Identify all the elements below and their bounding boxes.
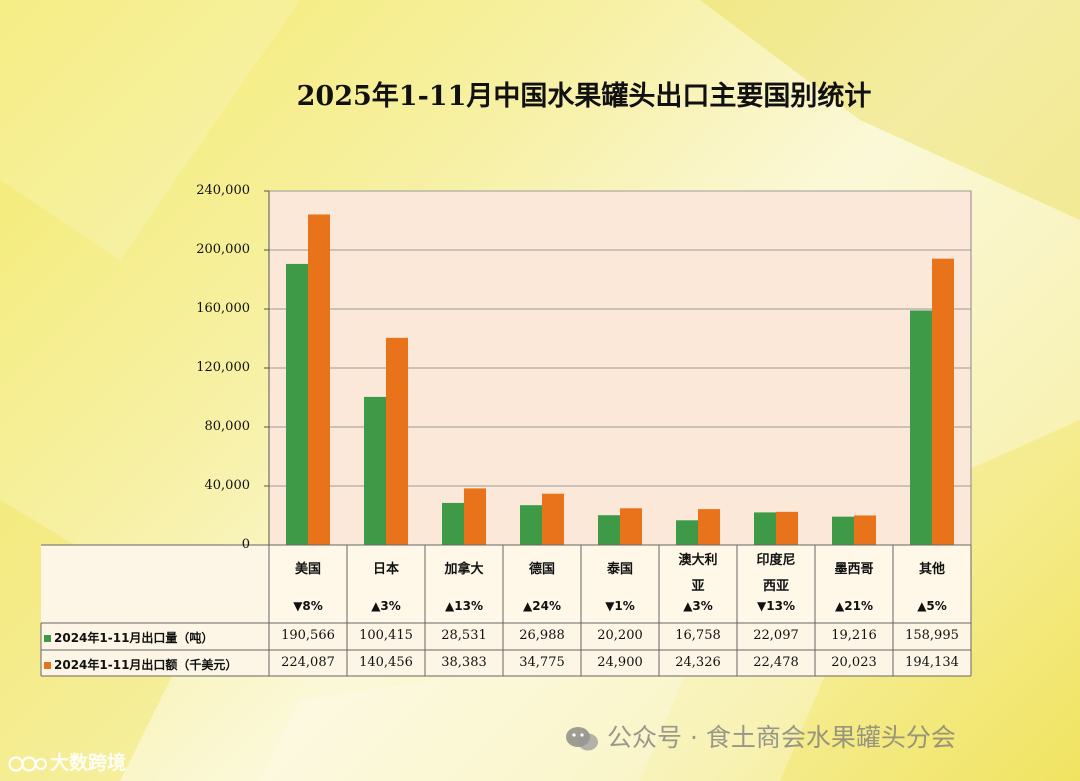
bar-volume — [442, 502, 464, 545]
volume-cell: 19,216 — [831, 628, 877, 643]
bar-volume — [832, 516, 854, 545]
watermark-wechat: 公众号 · 食土商会水果罐头分会 — [565, 718, 956, 754]
category-row-background — [269, 545, 971, 623]
bar-volume — [754, 512, 776, 545]
change-label: ▲13% — [445, 599, 483, 613]
change-label: ▲3% — [683, 599, 713, 613]
y-tick-label: 200,000 — [196, 242, 250, 257]
bar-value — [854, 515, 876, 545]
change-label: ▼1% — [605, 599, 635, 613]
watermark-brand: 大数跨境 — [8, 748, 126, 775]
bar-volume — [364, 396, 386, 545]
bar-volume — [286, 263, 308, 545]
legend-key — [44, 635, 51, 642]
value-cell: 22,478 — [753, 655, 799, 670]
bar-value — [698, 509, 720, 545]
change-label: ▼13% — [757, 599, 795, 613]
category-label: 澳大利 亚 — [678, 553, 718, 594]
volume-cell: 26,988 — [519, 628, 565, 643]
chart-title: 2025年1-11月中国水果罐头出口主要国别统计 — [296, 81, 872, 112]
value-cell: 38,383 — [441, 655, 487, 670]
category-label: 印度尼 西亚 — [756, 553, 796, 594]
volume-cell: 22,097 — [753, 628, 799, 643]
y-tick-label: 160,000 — [196, 301, 250, 316]
value-cell: 20,023 — [831, 655, 877, 670]
category-label: 泰国 — [606, 562, 633, 577]
volume-cell: 28,531 — [441, 628, 487, 643]
y-tick-label: 40,000 — [204, 478, 251, 493]
category-label: 墨西哥 — [834, 562, 874, 577]
bar-value — [776, 511, 798, 545]
change-label: ▲5% — [917, 599, 947, 613]
bar-value — [308, 214, 330, 545]
category-label: 德国 — [528, 562, 555, 577]
bar-volume — [910, 310, 932, 545]
change-label: ▲21% — [835, 599, 873, 613]
category-label: 加拿大 — [444, 562, 484, 577]
volume-cell: 158,995 — [905, 628, 959, 643]
category-label: 其他 — [918, 562, 945, 577]
volume-cell: 16,758 — [675, 628, 721, 643]
bar-volume — [520, 505, 542, 545]
y-tick-label: 120,000 — [196, 360, 250, 375]
watermark-brand-text: 大数跨境 — [50, 752, 127, 774]
value-cell: 224,087 — [281, 655, 335, 670]
legend-key — [44, 662, 51, 669]
value-cell: 140,456 — [359, 655, 413, 670]
bar-volume — [598, 515, 620, 545]
bar-volume — [676, 520, 698, 545]
watermark-wechat-text: 公众号 · 食土商会水果罐头分会 — [607, 723, 956, 752]
y-tick-label: 80,000 — [204, 419, 251, 434]
volume-cell: 20,200 — [597, 628, 643, 643]
legend-text: 2024年1-11月出口额（千美元） — [54, 658, 238, 672]
volume-cell: 100,415 — [359, 628, 413, 643]
y-tick-label: 0 — [241, 537, 250, 552]
y-tick-label: 240,000 — [196, 183, 250, 198]
volume-cell: 190,566 — [281, 628, 335, 643]
value-cell: 24,326 — [675, 655, 721, 670]
value-cell: 194,134 — [905, 655, 959, 670]
wechat-icon — [565, 726, 599, 752]
value-cell: 24,900 — [597, 655, 643, 670]
value-cell: 34,775 — [519, 655, 565, 670]
legend-label: 2024年1-11月出口额（千美元） — [44, 656, 270, 673]
change-label: ▲24% — [523, 599, 561, 613]
category-label: 美国 — [294, 562, 321, 577]
bar-value — [620, 508, 642, 545]
brand-logo-icon — [8, 755, 48, 773]
bar-value — [464, 488, 486, 545]
category-label: 日本 — [372, 562, 399, 577]
legend-text: 2024年1-11月出口量（吨） — [54, 631, 214, 645]
bar-value — [932, 258, 954, 545]
change-label: ▼8% — [293, 599, 323, 613]
change-label: ▲3% — [371, 599, 401, 613]
bar-value — [386, 337, 408, 545]
bar-value — [542, 493, 564, 545]
legend-label: 2024年1-11月出口量（吨） — [44, 629, 270, 646]
